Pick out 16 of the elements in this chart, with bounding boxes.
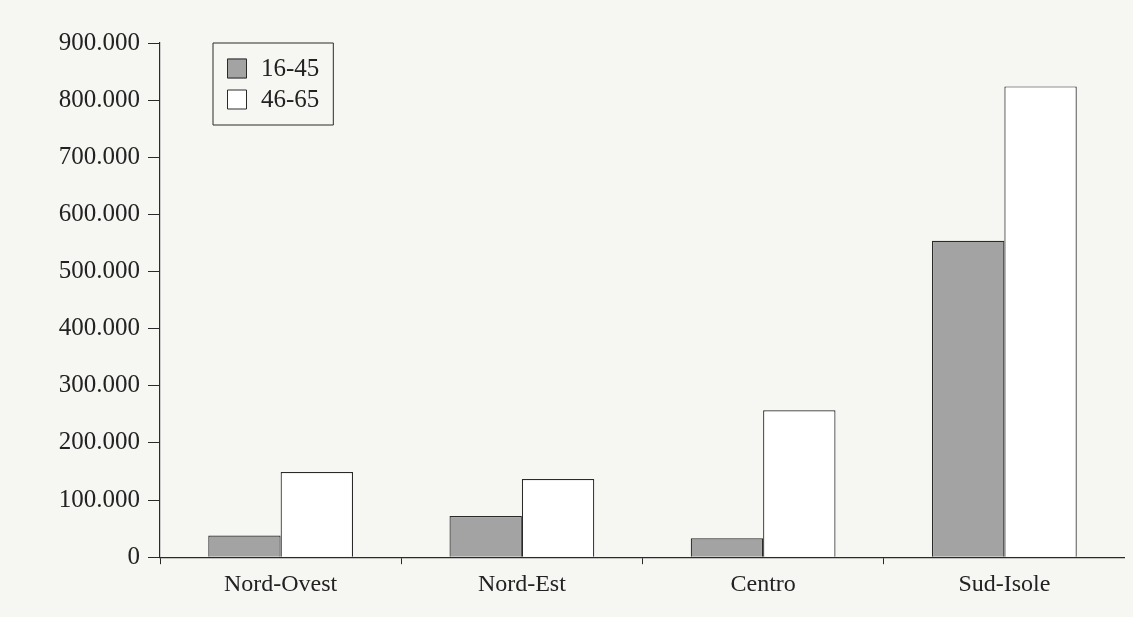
y-tick-label: 200.000 <box>58 427 140 455</box>
x-tick-label: Nord-Est <box>477 569 567 596</box>
legend-label: 16-45 <box>261 54 320 82</box>
y-tick-label: 0 <box>127 541 140 569</box>
x-tick-label: Nord-Ovest <box>223 569 338 596</box>
x-tick-label: Sud-Isole <box>958 569 1051 596</box>
y-tick-label: 100.000 <box>58 484 140 512</box>
y-tick-label: 300.000 <box>58 370 140 398</box>
legend-label: 46-65 <box>261 85 320 113</box>
y-tick-label: 700.000 <box>58 141 140 169</box>
y-tick-label: 600.000 <box>58 198 140 226</box>
y-tick-label: 500.000 <box>58 256 140 284</box>
y-tick-label: 800.000 <box>58 84 140 112</box>
y-tick-label: 900.000 <box>58 27 140 55</box>
x-tick-label: Centro <box>730 569 796 596</box>
y-tick-label: 400.000 <box>58 313 140 341</box>
